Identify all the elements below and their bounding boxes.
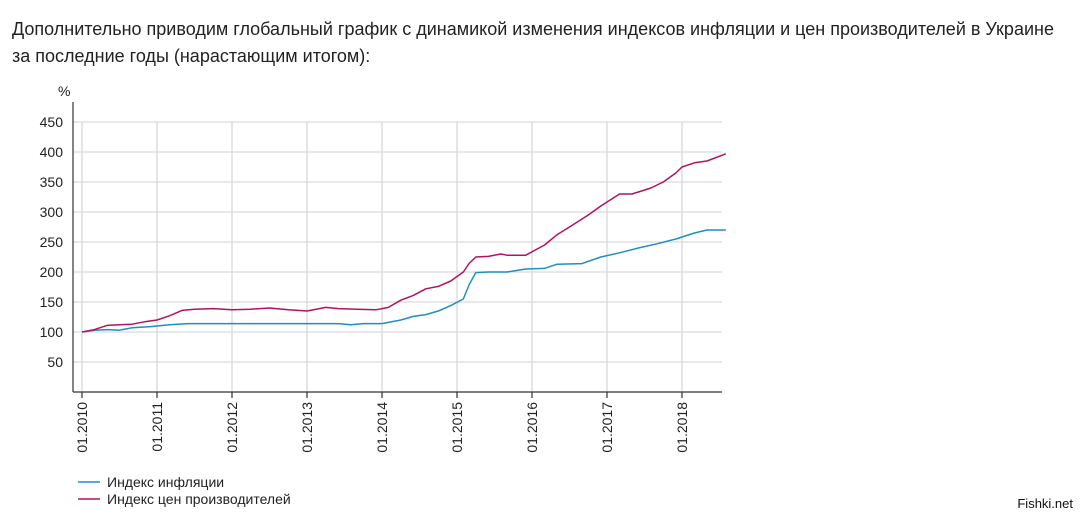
series-line-inflation — [81, 229, 726, 333]
y-tick-label: 300 — [40, 204, 64, 220]
series-layer — [81, 153, 727, 333]
axis-layer: 50 100 150 200 250 300 350 400 450 01.2010 01.2011… — [40, 83, 722, 453]
x-tick-label: 01.2016 — [524, 402, 540, 453]
watermark: Fishki.net — [1017, 496, 1073, 511]
y-axis-unit-label: % — [58, 83, 70, 99]
y-tick-label: 450 — [40, 114, 64, 130]
legend-label: Индекс цен производителей — [107, 491, 291, 507]
series-line-producer-prices — [81, 153, 727, 333]
x-tick-label: 01.2010 — [74, 402, 90, 453]
grid-layer — [73, 121, 722, 392]
y-tick-label: 50 — [47, 354, 63, 370]
x-tick-label: 01.2018 — [674, 402, 690, 453]
x-tick-label: 01.2015 — [449, 402, 465, 453]
x-tick-label: 01.2014 — [374, 402, 390, 453]
intro-text: Дополнительно приводим глобальный график… — [12, 19, 1054, 66]
y-tick-label: 250 — [40, 234, 64, 250]
x-tick-label: 01.2011 — [149, 402, 165, 452]
y-tick-label: 150 — [40, 294, 64, 310]
legend-label: Индекс инфляции — [107, 474, 224, 490]
x-tick-label: 01.2012 — [224, 402, 240, 453]
y-tick-label: 100 — [40, 324, 64, 340]
x-tick-label: 01.2017 — [599, 402, 615, 453]
y-tick-label: 200 — [40, 264, 64, 280]
y-tick-label: 350 — [40, 174, 64, 190]
y-tick-label: 400 — [40, 144, 64, 160]
x-tick-label: 01.2013 — [299, 402, 315, 453]
